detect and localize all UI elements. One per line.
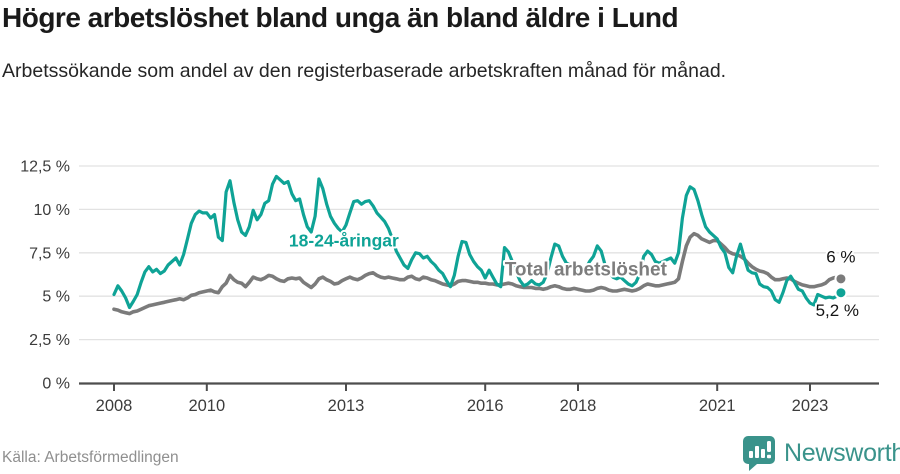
newsworthy-logo[interactable]: Newsworthy xyxy=(742,435,900,471)
total-end-label: 6 % xyxy=(826,247,855,266)
series-youth-line-dashed xyxy=(828,291,842,300)
x-tick-label: 2016 xyxy=(467,397,504,415)
gridlines xyxy=(79,165,879,341)
x-axis xyxy=(79,382,879,391)
total-series-label: Total arbetslöshet xyxy=(505,259,668,280)
y-tick-label: 7,5 % xyxy=(29,245,70,262)
y-axis-labels: 0 % 2,5 % 5 % 7,5 % 10 % 12,5 % xyxy=(20,159,70,393)
chart-subtitle: Arbetssökande som andel av den registerb… xyxy=(2,60,727,82)
total-line-end-dot xyxy=(834,272,848,286)
x-tick-label: 2018 xyxy=(560,397,597,415)
series-youth-line xyxy=(112,174,831,310)
youth-end-label: 5,2 % xyxy=(816,301,859,320)
y-tick-label: 10 % xyxy=(34,202,70,219)
newsworthy-wordmark: Newsworthy xyxy=(784,438,900,467)
y-tick-label: 2,5 % xyxy=(29,332,70,349)
y-tick-label: 0 % xyxy=(42,376,70,393)
youth-series-label: 18-24-åringar xyxy=(289,231,399,251)
x-tick-label: 2008 xyxy=(96,397,133,415)
source-credit: Källa: Arbetsförmedlingen xyxy=(2,449,179,466)
x-tick-label: 2010 xyxy=(188,397,225,415)
youth-line-end-dot xyxy=(834,286,848,300)
newsworthy-icon xyxy=(743,436,775,471)
x-tick-label: 2023 xyxy=(792,397,829,415)
x-tick-label: 2021 xyxy=(699,397,736,415)
page-title: Högre arbetslöshet bland unga än bland ä… xyxy=(2,2,679,33)
y-tick-label: 12,5 % xyxy=(20,159,70,176)
x-tick-label: 2013 xyxy=(328,397,365,415)
x-axis-labels: 2008 2010 2013 2016 2018 2021 2023 xyxy=(96,397,829,415)
y-tick-label: 5 % xyxy=(42,289,70,306)
